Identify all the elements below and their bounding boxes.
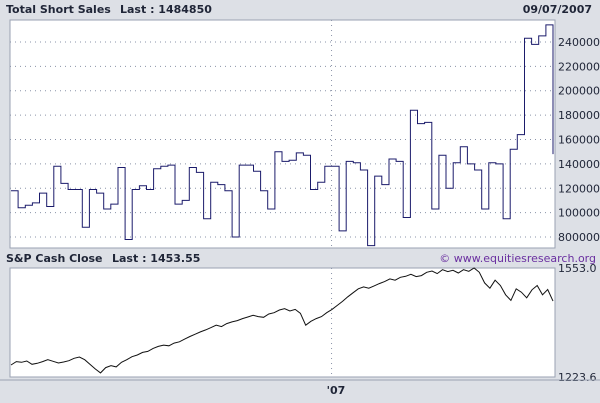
y-tick-label: 800000	[558, 231, 600, 244]
sp-close-y-axis: 1553.0 1223.6	[558, 262, 597, 384]
y-tick-label: 2400000	[558, 36, 600, 49]
short-sales-title: Total Short Sales	[6, 3, 111, 16]
short-sales-grid	[10, 20, 555, 248]
sp-close-plot-area	[9, 267, 556, 378]
series-line	[11, 24, 554, 247]
y-tick-label: 1400000	[558, 158, 600, 171]
y-tick-label: 2000000	[558, 85, 600, 98]
y-tick-label: 1800000	[558, 109, 600, 122]
short-sales-series	[11, 24, 554, 247]
y-tick-label: 1553.0	[558, 262, 597, 275]
series-line	[10, 267, 554, 374]
short-sales-plot-area	[9, 19, 556, 249]
short-sales-y-axis: 2400000 2200000 2000000 1800000 1600000 14000…	[558, 36, 600, 244]
watermark-text: © www.equitiesresearch.org	[439, 252, 596, 265]
sp-close-series	[10, 267, 554, 374]
x-axis-year-label: '07	[327, 384, 346, 397]
y-tick-label: 1223.6	[558, 371, 597, 384]
y-tick-label: 1000000	[558, 207, 600, 220]
y-tick-label: 1200000	[558, 182, 600, 195]
y-tick-label: 1600000	[558, 133, 600, 146]
short-sales-last-value: Last : 1484850	[120, 3, 212, 16]
y-tick-label: 2200000	[558, 60, 600, 73]
sp-close-title: S&P Cash Close	[6, 252, 103, 265]
sp-close-last-value: Last : 1453.55	[112, 252, 200, 265]
chart-date: 09/07/2007	[523, 3, 592, 16]
